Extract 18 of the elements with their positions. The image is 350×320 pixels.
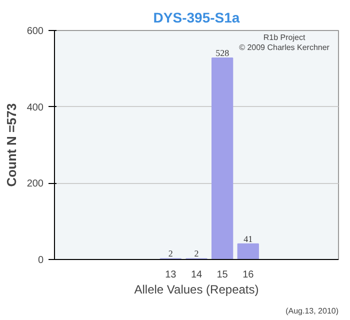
text: (Aug.13, 2010) <box>286 306 339 316</box>
annotation: © 2009 Charles Kerchner <box>239 43 330 52</box>
x-tick-label: 14 <box>190 270 202 280</box>
y-tick-label: 600 <box>26 26 44 37</box>
x-axis-title: Allele Values (Repeats) <box>134 282 259 296</box>
x-tick-label: 13 <box>165 270 177 280</box>
y-tick-label: 400 <box>26 102 44 114</box>
x-tick-label: 16 <box>242 270 254 280</box>
data-label: 2 <box>194 248 199 259</box>
data-label: 2 <box>168 248 173 259</box>
y-axis-title: Count N =573 <box>4 103 19 187</box>
annotation: R1b Project <box>263 32 306 42</box>
data-label: 41 <box>244 234 253 244</box>
x-tick-label: 15 <box>216 270 228 280</box>
data-label: 528 <box>216 48 230 58</box>
chart-title: DYS-395-S1a <box>153 10 240 26</box>
y-tick-label: 200 <box>26 178 44 190</box>
y-tick-label: 0 <box>38 255 44 266</box>
